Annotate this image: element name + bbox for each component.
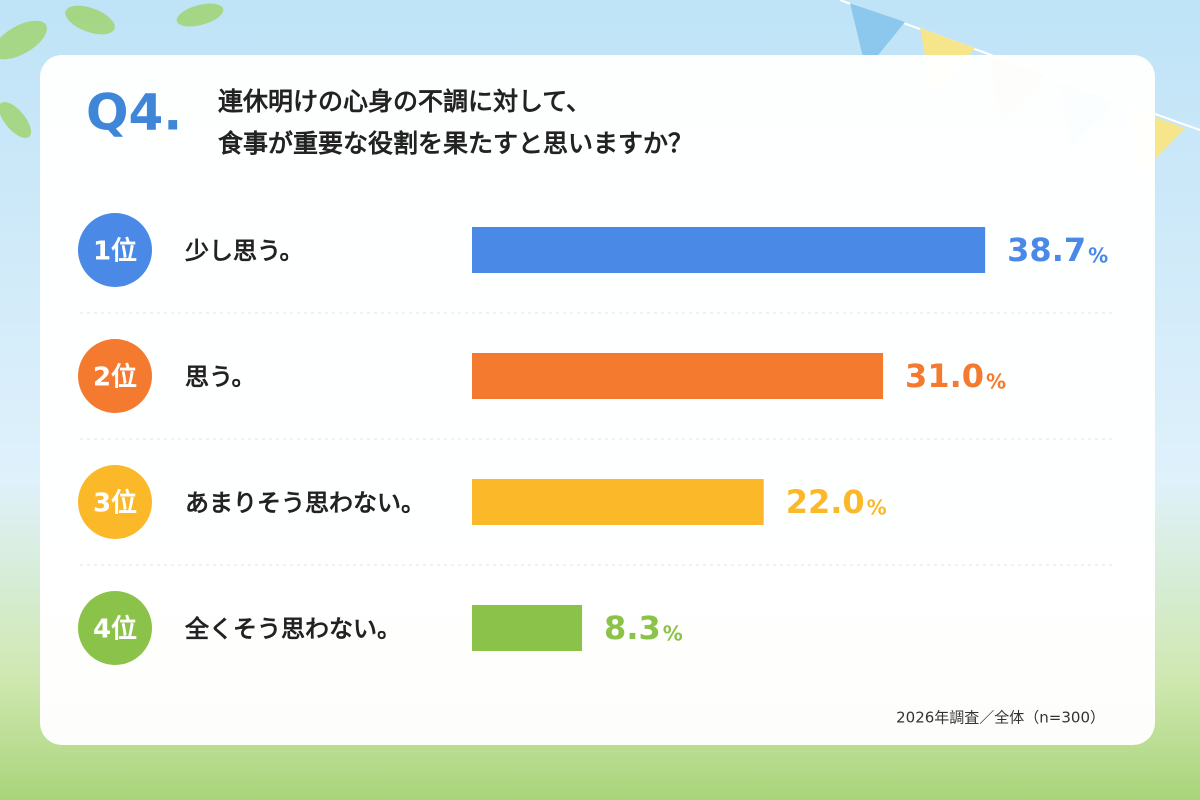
note: 2026年調査／全体（n=300） bbox=[896, 709, 1105, 727]
question-number: Q4. bbox=[86, 84, 182, 142]
value-unit: % bbox=[663, 622, 683, 646]
value-label: 8.3 bbox=[604, 609, 661, 647]
bar bbox=[472, 479, 764, 525]
rank-label: 4位 bbox=[93, 614, 137, 645]
rank-badge bbox=[78, 591, 152, 665]
rank-label: 1位 bbox=[93, 236, 137, 267]
category-label: 思う。 bbox=[185, 363, 256, 391]
rank-label: 3位 bbox=[93, 488, 137, 519]
rank-label: 2位 bbox=[93, 362, 137, 393]
bar bbox=[472, 605, 583, 651]
category-label: あまりそう思わない。 bbox=[185, 489, 425, 517]
value-label: 38.7 bbox=[1007, 231, 1086, 269]
category-label: 全くそう思わない。 bbox=[184, 615, 401, 643]
value-label: 31.0 bbox=[905, 357, 984, 395]
value-unit: % bbox=[986, 370, 1006, 394]
leaves bbox=[0, 3, 224, 139]
title-line: 食事が重要な役割を果たすと思いますか？ bbox=[218, 129, 693, 158]
title-line: 連休明けの心身の不調に対して、 bbox=[218, 87, 591, 116]
bar bbox=[472, 353, 884, 399]
bar bbox=[472, 227, 986, 273]
rank-badge bbox=[78, 339, 152, 413]
category-label: 少し思う。 bbox=[184, 237, 304, 265]
value-label: 22.0 bbox=[786, 483, 865, 521]
value-unit: % bbox=[1088, 244, 1108, 268]
rank-badge bbox=[78, 465, 152, 539]
value-unit: % bbox=[867, 496, 887, 520]
rank-badge bbox=[78, 213, 152, 287]
